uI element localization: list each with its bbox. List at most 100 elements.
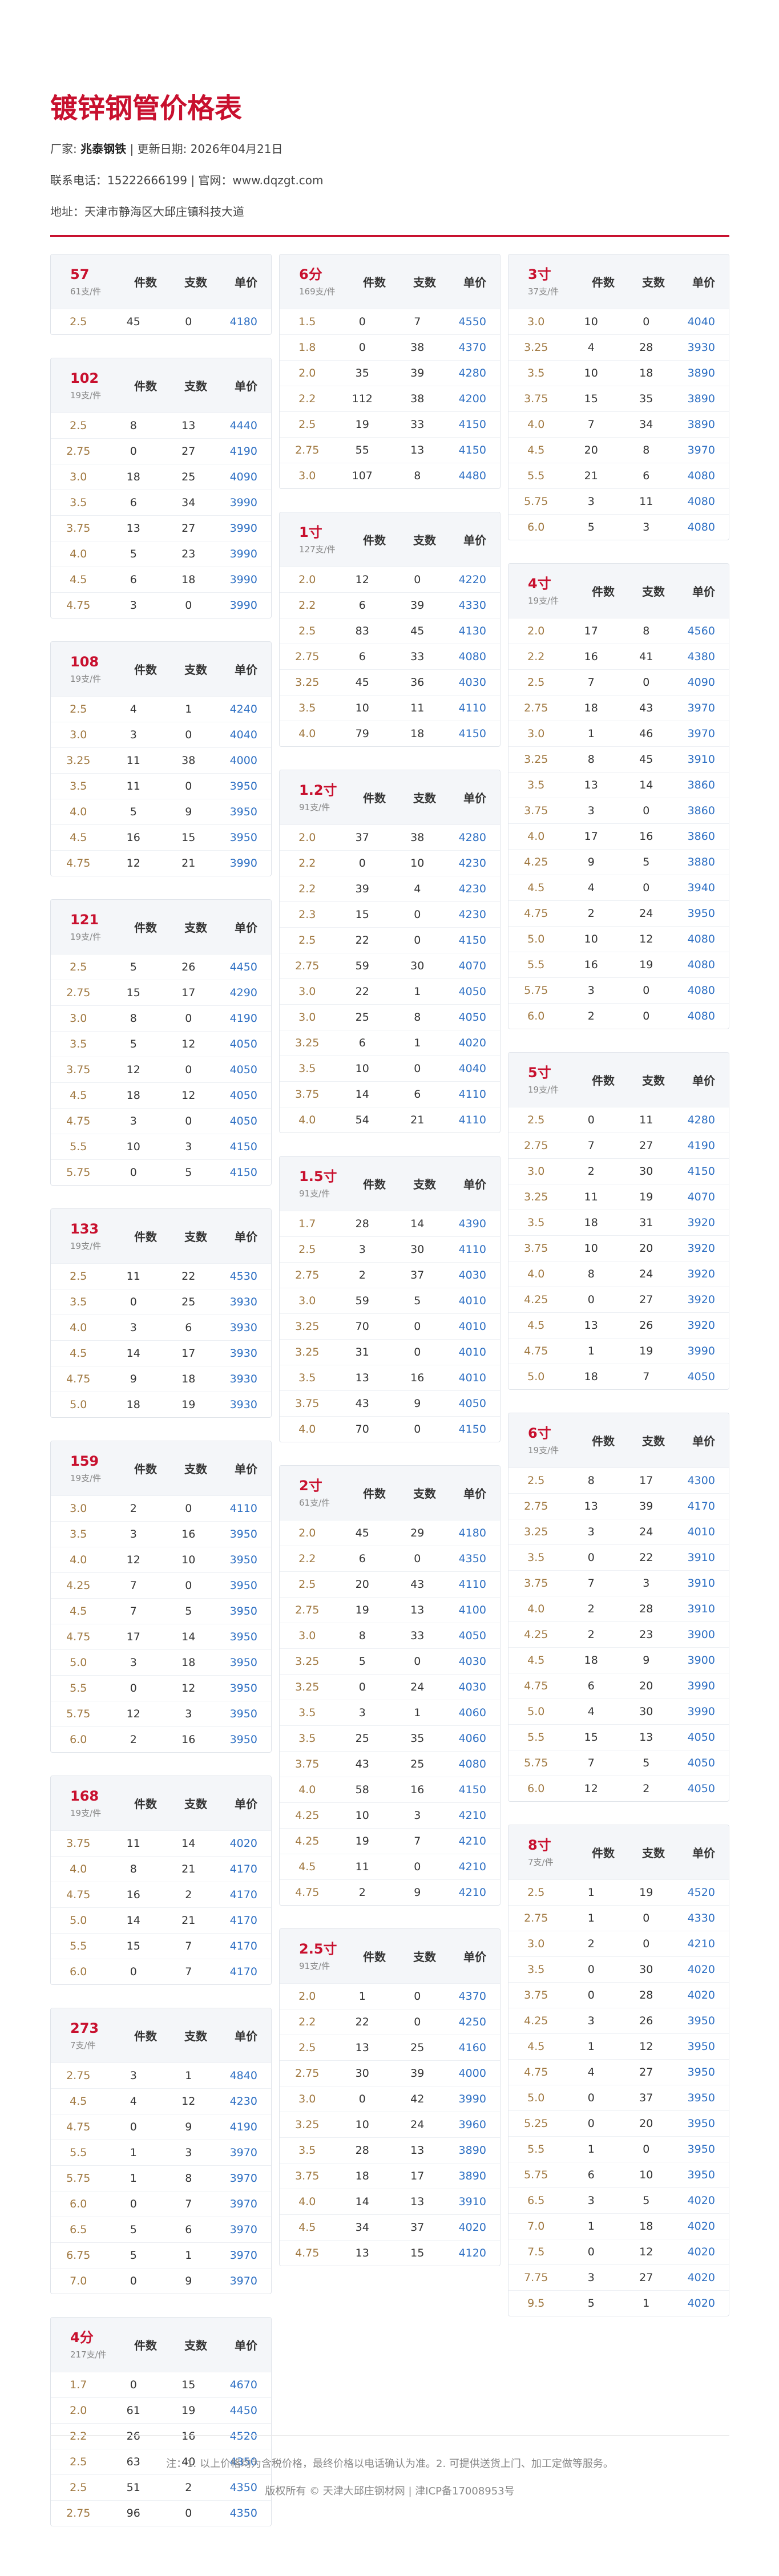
piece-count-cell: 7: [185, 1940, 192, 1952]
table-row: 3.25 5 0 4030: [280, 1648, 500, 1674]
table-header-row: 121 19支/件 件数 支数 单价: [51, 900, 271, 954]
piece-count-cell: 27: [639, 1139, 653, 1152]
bundle-count-cell: 11: [126, 1837, 140, 1850]
unit-price-cell: 3950: [229, 1554, 257, 1566]
table-row: 4.0 70 0 4150: [280, 1416, 500, 1442]
piece-count-cell: 36: [410, 676, 425, 689]
thickness-cell: 6.5: [527, 2194, 545, 2207]
table-row: 3.5 0 25 3930: [51, 1289, 271, 1315]
column-header-price: 单价: [463, 276, 486, 289]
piece-count-cell: 14: [181, 1837, 196, 1850]
bundle-count-cell: 13: [584, 1319, 598, 1332]
table-row: 3.0 18 25 4090: [51, 464, 271, 490]
unit-price-cell: 3950: [687, 2066, 715, 2078]
spec-header-cell: 3寸 37支/件: [508, 266, 578, 297]
bundle-count-cell: 16: [584, 959, 598, 971]
piece-count-cell: 30: [410, 1243, 425, 1256]
piece-count-cell: 3: [185, 1708, 192, 1720]
unit-price-cell: 3990: [229, 522, 257, 535]
column-header-bundles: 件数: [134, 663, 157, 677]
thickness-cell: 2.75: [295, 650, 320, 663]
bundle-count-cell: 63: [126, 2456, 140, 2468]
unit-price-cell: 4080: [687, 470, 715, 482]
unit-price-cell: 4480: [458, 470, 486, 482]
piece-count-cell: 27: [181, 445, 196, 458]
thickness-cell: 3.5: [298, 1062, 316, 1075]
spec-header-cell: 57 61支/件: [51, 266, 120, 297]
unit-price-cell: 4120: [458, 2247, 486, 2259]
column-header-price: 单价: [235, 663, 257, 677]
unit-price-cell: 4050: [458, 1397, 486, 1410]
spec-name: 4分: [70, 2330, 94, 2346]
bundle-count-cell: 5: [130, 1038, 137, 1050]
thickness-cell: 2.3: [298, 908, 316, 921]
piece-count-cell: 0: [185, 1063, 192, 1076]
table-row: 2.75 13 39 4170: [508, 1493, 729, 1519]
unit-price-cell: 4370: [458, 341, 486, 354]
page-title: 镀锌钢管价格表: [50, 92, 243, 124]
spec-header-cell: 8寸 7支/件: [508, 1837, 578, 1868]
thickness-cell: 2.75: [66, 445, 91, 458]
spec-header-cell: 159 19支/件: [51, 1453, 120, 1484]
bundle-count-cell: 8: [587, 753, 595, 766]
unit-price-cell: 4170: [229, 1966, 257, 1978]
piece-count-cell: 4: [414, 883, 421, 895]
piece-count-cell: 10: [639, 2169, 653, 2181]
thickness-cell: 3.25: [295, 1037, 320, 1049]
table-row: 4.0 14 13 3910: [280, 2189, 500, 2214]
piece-count-cell: 33: [410, 418, 425, 431]
bundle-count-cell: 9: [130, 1373, 137, 1385]
table-row: 4.5 18 9 3900: [508, 1647, 729, 1673]
table-row: 2.5 63 40 4350: [51, 2449, 271, 2474]
unit-price-cell: 3990: [229, 599, 257, 612]
piece-count-cell: 43: [410, 1578, 425, 1591]
bundle-count-cell: 13: [584, 779, 598, 791]
column-header-price: 单价: [235, 921, 257, 935]
bundle-count-cell: 12: [355, 573, 369, 586]
price-table: 2.5寸 91支/件 件数 支数 单价 2.0 1 0 4370 2.2 22 0 4250 2.5 13 2…: [279, 1928, 501, 2266]
table-row: 3.5 25 35 4060: [280, 1725, 500, 1751]
piece-count-cell: 40: [181, 2456, 196, 2468]
bundle-count-cell: 7: [587, 1757, 595, 1769]
piece-count-cell: 30: [639, 1165, 653, 1178]
table-row: 4.0 79 18 4150: [280, 721, 500, 746]
bundle-count-cell: 3: [130, 1528, 137, 1540]
unit-price-cell: 4350: [458, 1552, 486, 1565]
column-header-pieces: 支数: [184, 921, 207, 935]
piece-count-cell: 13: [181, 419, 196, 432]
bundle-count-cell: 4: [130, 2095, 137, 2108]
bundle-count-cell: 3: [130, 1656, 137, 1669]
unit-price-cell: 3970: [229, 2172, 257, 2185]
spec-header-cell: 6分 169支/件: [280, 266, 349, 297]
table-row: 5.75 12 3 3950: [51, 1701, 271, 1726]
unit-price-cell: 4020: [458, 1037, 486, 1049]
unit-price-cell: 3990: [458, 2093, 486, 2105]
table-row: 9.5 5 1 4020: [508, 2290, 729, 2316]
price-table: 108 19支/件 件数 支数 单价 2.5 4 1 4240 3.0 3 0 4040 3.25 11 38…: [50, 641, 272, 876]
thickness-cell: 2.2: [298, 857, 316, 870]
price-table: 1寸 127支/件 件数 支数 单价 2.0 12 0 4220 2.2 6 39 4330 2.5 83 4…: [279, 512, 501, 747]
piece-count-cell: 7: [414, 316, 421, 328]
piece-count-cell: 5: [643, 1757, 650, 1769]
column-header-pieces: 支数: [413, 1950, 436, 1964]
price-table: 159 19支/件 件数 支数 单价 3.0 2 0 4110 3.5 3 16 3950 4.0 12 10…: [50, 1441, 272, 1753]
table-row: 3.25 31 0 4010: [280, 1339, 500, 1365]
unit-price-cell: 3950: [229, 1605, 257, 1617]
price-table: 1.2寸 91支/件 件数 支数 单价 2.0 37 38 4280 2.2 0 10 4230 2.2 3…: [279, 770, 501, 1133]
thickness-cell: 3.75: [295, 1088, 320, 1101]
unit-price-cell: 3990: [229, 548, 257, 560]
thickness-cell: 3.5: [70, 1038, 87, 1050]
unit-price-cell: 4450: [229, 2404, 257, 2417]
bundle-count-cell: 10: [126, 1141, 140, 1153]
piece-count-cell: 11: [639, 1114, 653, 1126]
thickness-cell: 2.75: [295, 1604, 320, 1616]
piece-count-cell: 23: [181, 548, 196, 560]
column-header-bundles: 件数: [363, 791, 386, 805]
unit-price-cell: 4020: [687, 2246, 715, 2258]
spec-pieces-per-bundle: 19支/件: [70, 1473, 102, 1483]
piece-count-cell: 33: [410, 1629, 425, 1642]
price-table: 6寸 19支/件 件数 支数 单价 2.5 8 17 4300 2.75 13 39 4170 3.25 3…: [508, 1413, 729, 1802]
bundle-count-cell: 12: [126, 857, 140, 870]
bundle-count-cell: 14: [126, 1347, 140, 1360]
column-header-bundles: 件数: [363, 276, 386, 289]
